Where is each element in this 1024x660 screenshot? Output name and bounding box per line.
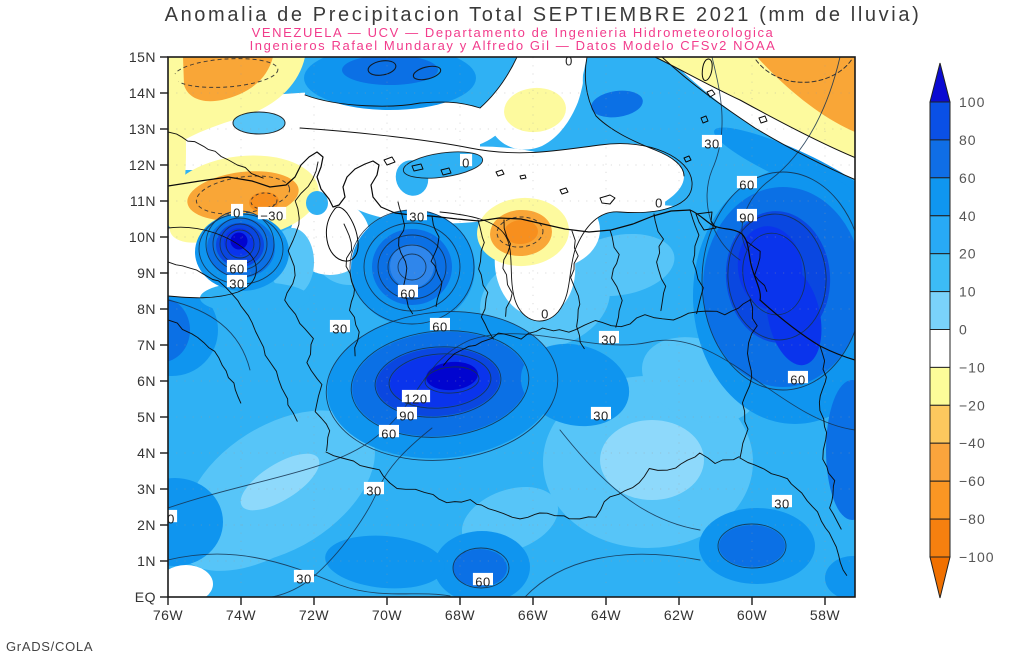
- svg-text:GrADS/COLA: GrADS/COLA: [6, 639, 93, 654]
- svg-text:68W: 68W: [445, 607, 476, 623]
- svg-text:0: 0: [565, 54, 573, 69]
- svg-text:100: 100: [959, 94, 985, 110]
- svg-text:76W: 76W: [153, 607, 184, 623]
- svg-text:70W: 70W: [372, 607, 403, 623]
- svg-text:−80: −80: [959, 511, 986, 527]
- svg-text:62W: 62W: [664, 607, 695, 623]
- svg-text:−40: −40: [959, 435, 986, 451]
- svg-text:6N: 6N: [137, 373, 156, 389]
- svg-text:10: 10: [959, 284, 977, 300]
- svg-text:64W: 64W: [591, 607, 622, 623]
- svg-text:58W: 58W: [810, 607, 841, 623]
- svg-text:72W: 72W: [299, 607, 330, 623]
- svg-text:80: 80: [959, 132, 977, 148]
- svg-text:2N: 2N: [137, 517, 156, 533]
- svg-text:30: 30: [601, 333, 616, 348]
- svg-text:15N: 15N: [129, 49, 156, 65]
- svg-text:0: 0: [167, 512, 175, 527]
- svg-text:10N: 10N: [129, 229, 156, 245]
- svg-text:30: 30: [704, 137, 719, 152]
- svg-text:30: 30: [593, 409, 608, 424]
- svg-text:30: 30: [409, 210, 424, 225]
- svg-text:−20: −20: [959, 397, 986, 413]
- svg-text:7N: 7N: [137, 337, 156, 353]
- svg-text:0: 0: [233, 206, 241, 221]
- svg-text:5N: 5N: [137, 409, 156, 425]
- svg-text:−10: −10: [959, 359, 986, 375]
- svg-text:EQ: EQ: [135, 589, 156, 605]
- svg-text:74W: 74W: [226, 607, 257, 623]
- svg-text:90: 90: [399, 409, 414, 424]
- svg-text:30: 30: [296, 572, 311, 587]
- svg-text:30: 30: [366, 484, 381, 499]
- svg-text:−60: −60: [959, 473, 986, 489]
- svg-text:60: 60: [381, 427, 396, 442]
- svg-text:0: 0: [541, 307, 549, 322]
- svg-text:60: 60: [400, 287, 415, 302]
- svg-text:0: 0: [959, 322, 968, 338]
- svg-text:120: 120: [404, 392, 427, 407]
- svg-text:0: 0: [655, 196, 663, 211]
- svg-text:−100: −100: [959, 549, 995, 565]
- svg-text:3N: 3N: [137, 481, 156, 497]
- svg-text:1N: 1N: [137, 553, 156, 569]
- svg-text:VENEZUELA — UCV — Departamento: VENEZUELA — UCV — Departamento de Ingeni…: [252, 25, 775, 40]
- svg-text:−30: −30: [260, 209, 284, 224]
- svg-text:60: 60: [432, 320, 447, 335]
- svg-text:30: 30: [774, 497, 789, 512]
- svg-text:66W: 66W: [518, 607, 549, 623]
- svg-text:20: 20: [959, 246, 977, 262]
- svg-text:Anomalia de Precipitacion Tota: Anomalia de Precipitacion Total SEPTIEMB…: [165, 4, 922, 26]
- svg-text:40: 40: [959, 208, 977, 224]
- svg-text:60: 60: [229, 262, 244, 277]
- svg-text:90: 90: [739, 211, 754, 226]
- svg-text:13N: 13N: [129, 121, 156, 137]
- svg-text:30: 30: [229, 277, 244, 292]
- svg-text:60W: 60W: [737, 607, 768, 623]
- svg-text:60: 60: [739, 178, 754, 193]
- svg-text:30: 30: [332, 322, 347, 337]
- svg-text:0: 0: [462, 156, 470, 171]
- svg-text:4N: 4N: [137, 445, 156, 461]
- svg-text:8N: 8N: [137, 301, 156, 317]
- svg-text:12N: 12N: [129, 157, 156, 173]
- svg-text:Ingenieros Rafael Mundaray y A: Ingenieros Rafael Mundaray y Alfredo Gil…: [250, 38, 777, 53]
- svg-text:60: 60: [959, 170, 977, 186]
- svg-text:60: 60: [790, 373, 805, 388]
- svg-text:14N: 14N: [129, 85, 156, 101]
- svg-text:11N: 11N: [130, 193, 156, 209]
- svg-text:60: 60: [475, 575, 490, 590]
- svg-text:9N: 9N: [137, 265, 156, 281]
